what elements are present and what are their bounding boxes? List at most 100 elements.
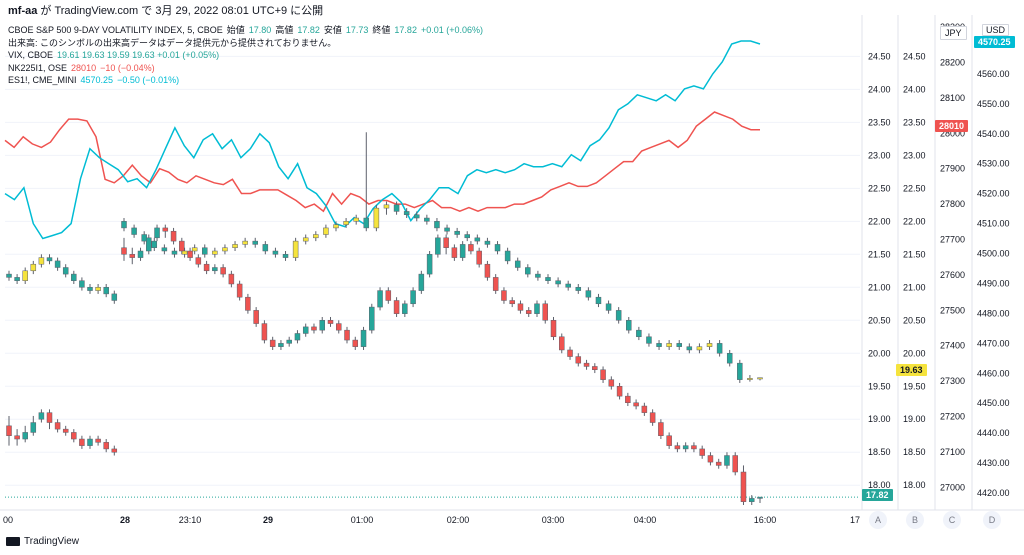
vix9d-candle	[633, 402, 639, 407]
vix9d-candle	[525, 310, 532, 314]
vix-candle	[14, 277, 20, 281]
axis-a-tick: 21.00	[868, 282, 891, 292]
legend-vix[interactable]: VIX, CBOE 19.61 19.63 19.59 19.63 +0.01 …	[8, 49, 483, 62]
axis-d-tick: 4550.00	[977, 99, 1010, 109]
vix-candle	[575, 287, 582, 291]
vix-candle	[363, 217, 370, 229]
vix9d-candle	[691, 445, 697, 450]
vix-candle	[504, 250, 511, 262]
vix9d-candle	[459, 244, 466, 258]
vix9d-candle	[682, 445, 689, 450]
vix-candle	[605, 303, 612, 311]
vix9d-candle	[336, 323, 342, 331]
axis-c-button[interactable]: C	[943, 511, 961, 529]
vix-candle	[656, 343, 662, 347]
axis-d-tick: 4490.00	[977, 278, 1010, 288]
vix9d-candle	[352, 339, 359, 347]
vix9d-candle	[319, 320, 325, 331]
vix-candle	[202, 247, 208, 255]
vix-candle	[323, 227, 329, 235]
axis-b-tick: 23.50	[903, 117, 926, 127]
vix-candle	[252, 240, 258, 245]
nk-price-tag: 28010	[935, 120, 969, 132]
axis-b-tick: 19.00	[903, 414, 926, 424]
axis-d-tick: 4530.00	[977, 159, 1010, 169]
axis-d-tick: 4470.00	[977, 338, 1010, 348]
vix-candle	[494, 244, 501, 252]
vix-candle	[181, 250, 188, 255]
vix9d-candle	[625, 395, 631, 403]
vix-candle	[535, 273, 541, 278]
axis-d-tick: 4540.00	[977, 129, 1010, 139]
axis-b-button[interactable]: B	[906, 511, 924, 529]
vix-candle	[726, 353, 733, 364]
vix9d-candle	[740, 471, 747, 502]
vix9d-candle	[62, 428, 69, 433]
axis-d-tick: 4450.00	[977, 398, 1010, 408]
axis-c-tick: 28200	[940, 57, 965, 67]
vix-candle	[484, 240, 491, 245]
time-tick: 16:00	[754, 515, 777, 525]
vix9d-candle	[360, 329, 367, 347]
vix-candle	[555, 280, 561, 285]
es-change: −0.50 (−0.01%)	[117, 75, 180, 85]
vix9d-candle	[6, 425, 12, 436]
axis-a-tick: 18.50	[868, 447, 891, 457]
usd-axis-label[interactable]: USD	[982, 24, 1010, 36]
jpy-axis-label[interactable]: JPY	[940, 26, 967, 40]
vix-candle	[737, 362, 743, 380]
vix9d-candle	[146, 237, 152, 252]
vix-candle	[38, 257, 45, 265]
chart-legend: CBOE S&P 500 9-DAY VOLATILITY INDEX, 5, …	[8, 24, 483, 87]
high-value: 17.82	[297, 25, 320, 35]
legend-nk[interactable]: NK225I1, OSE 28010 −10 (−0.04%)	[8, 62, 483, 75]
vix9d-candle	[87, 438, 93, 446]
vix9d-candle	[54, 422, 61, 430]
nk-value: 28010	[71, 62, 97, 73]
author-name[interactable]: mf-aa	[8, 5, 38, 17]
axis-b-tick: 20.00	[903, 348, 926, 358]
vix9d-candle	[195, 257, 202, 265]
vix-candle	[79, 280, 85, 288]
vix9d-candle	[509, 300, 515, 305]
legend-es[interactable]: ES1!, CME_MINI 4570.25 −0.50 (−0.01%)	[8, 74, 483, 87]
vix-values: 19.61 19.63 19.59 19.63 +0.01 (+0.05%)	[57, 50, 220, 60]
vix9d-candle	[14, 435, 20, 440]
vix-candle	[393, 204, 400, 212]
vix9d-candle	[674, 445, 681, 450]
vix-price-tag: 19.63	[896, 364, 927, 376]
vix-candle	[706, 343, 713, 347]
axis-b-tick: 21.50	[903, 249, 926, 259]
es-symbol: ES1!, CME_MINI	[8, 75, 77, 85]
axis-c-tick: 27100	[940, 447, 965, 457]
publish-header: mf-aa が TradingView.com で 3月 29, 2022 08…	[0, 0, 1024, 22]
footer-brand[interactable]: TradingView	[6, 536, 79, 547]
vix-candle	[141, 234, 147, 242]
vix9d-candle	[748, 498, 755, 502]
vix9d-candle	[38, 412, 45, 420]
main-symbol-title[interactable]: CBOE S&P 500 9-DAY VOLATILITY INDEX, 5, …	[8, 25, 223, 35]
vix-candle	[565, 283, 571, 288]
vix-candle	[434, 221, 440, 229]
vix-candle	[22, 270, 28, 281]
vix-candle	[242, 240, 248, 245]
nk-symbol: NK225I1, OSE	[8, 62, 68, 73]
time-tick: 01:00	[351, 515, 374, 525]
vix9d-candle	[641, 405, 648, 413]
vix9d-candle	[46, 412, 53, 423]
vix9d-candle	[534, 303, 540, 314]
vix-candle	[333, 224, 339, 229]
vix9d-candle	[732, 455, 738, 473]
vix9d-candle	[410, 290, 416, 305]
vix9d-candle	[592, 366, 598, 371]
axis-d-tick: 4500.00	[977, 249, 1010, 259]
axis-d-button[interactable]: D	[983, 511, 1001, 529]
vix9d-candle	[476, 250, 482, 265]
vix-candle	[585, 290, 592, 298]
axis-a-button[interactable]: A	[869, 511, 887, 529]
vix9d-candle	[203, 263, 210, 272]
axis-d-tick: 4420.00	[977, 488, 1010, 498]
vix9d-candle	[567, 349, 573, 357]
vix9d-candle	[393, 300, 400, 314]
